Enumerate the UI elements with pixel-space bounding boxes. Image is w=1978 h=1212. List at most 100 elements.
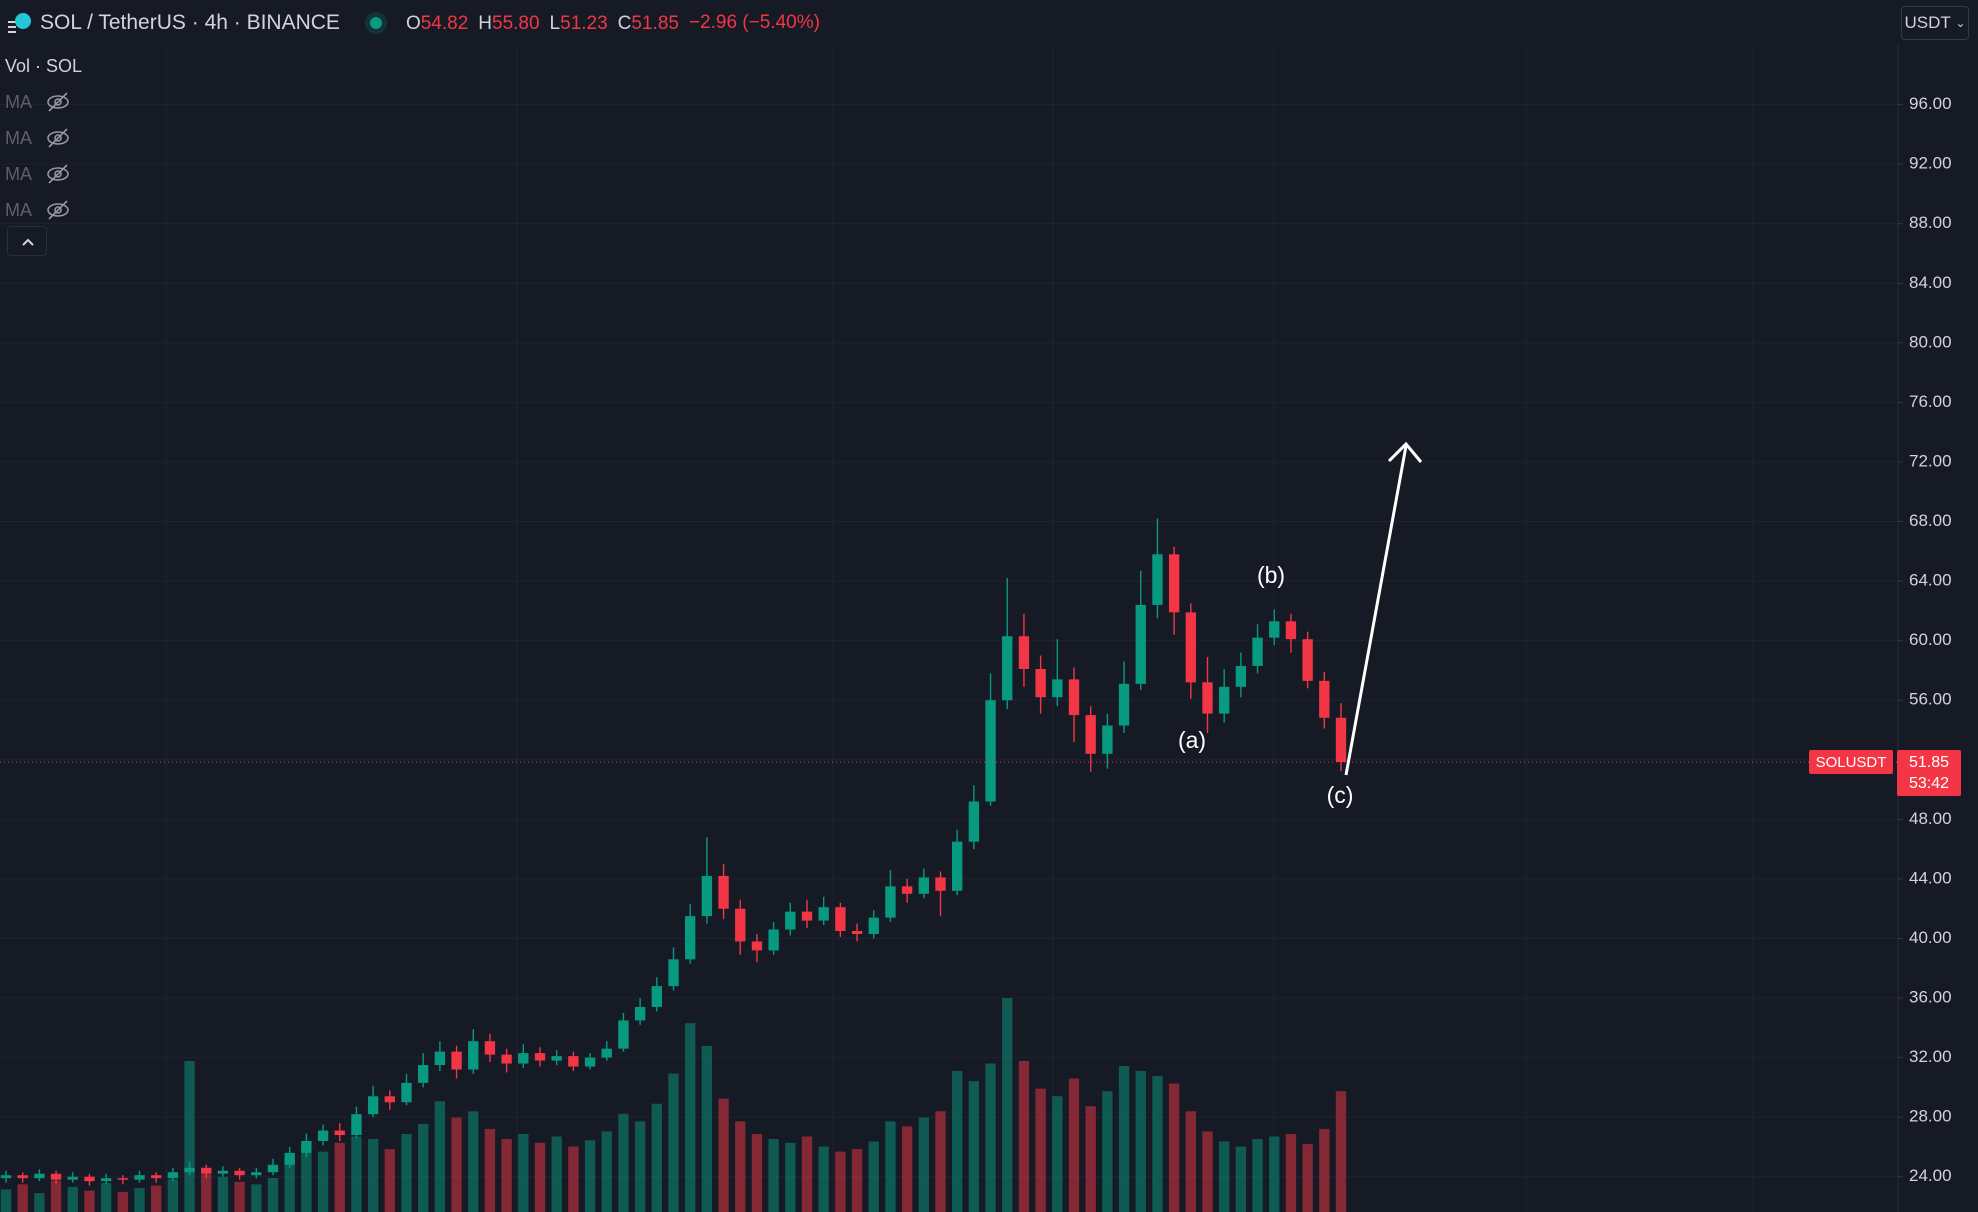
candle-body (1018, 636, 1030, 669)
volume-bar (267, 1178, 279, 1212)
wave-label: (b) (1257, 562, 1285, 588)
y-tick-label: 80.00 (1909, 332, 1952, 351)
candle-body (1135, 604, 1146, 684)
volume-legend: Vol · SOL (5, 48, 82, 84)
volume-bar (1085, 1106, 1096, 1212)
candle-body (151, 1175, 162, 1179)
candle-body (1118, 683, 1130, 726)
candle-body (1252, 637, 1263, 666)
candle-body (1068, 679, 1080, 716)
volume-bar (901, 1126, 913, 1212)
candle-body (234, 1170, 245, 1176)
volume-bar (0, 1189, 12, 1212)
visibility-toggle[interactable] (45, 91, 71, 113)
candle-body (201, 1167, 212, 1174)
y-tick-label: 56.00 (1909, 690, 1952, 709)
candle-body (67, 1176, 78, 1180)
volume-bar (134, 1188, 145, 1212)
candle-body (868, 917, 879, 934)
candle-body (1152, 554, 1163, 605)
candle-body (534, 1053, 546, 1061)
candle-body (1002, 636, 1013, 701)
ohlc: O54.82 H55.80 L51.23 C51.85 (406, 11, 689, 35)
volume-bar (735, 1121, 746, 1212)
volume-bar (868, 1141, 879, 1212)
volume-bar (568, 1146, 579, 1212)
candle-body (568, 1056, 579, 1067)
candle-body (985, 700, 996, 802)
symbol-title[interactable]: SOL / TetherUS · 4h · BINANCE (40, 11, 340, 34)
symbol-tag (1809, 750, 1893, 775)
volume-bar (801, 1136, 813, 1212)
candle-body (1035, 668, 1046, 698)
volume-bar (251, 1184, 262, 1212)
candle-body (685, 916, 696, 960)
candle-body (468, 1041, 479, 1070)
candle-body (1235, 665, 1247, 687)
volume-bar (201, 1174, 212, 1212)
volume-bar (985, 1063, 996, 1212)
volume-bar (551, 1136, 562, 1212)
volume-bar (651, 1103, 662, 1212)
ohlc-key: C (617, 13, 632, 34)
visibility-toggle[interactable] (45, 127, 71, 149)
candle-body (384, 1096, 395, 1103)
candle-body (901, 886, 913, 894)
volume-bar (84, 1190, 95, 1212)
volume-bar (401, 1133, 412, 1212)
candle-body (785, 911, 796, 930)
y-tick-label: 84.00 (1909, 273, 1952, 292)
volume-bar (334, 1142, 345, 1212)
candle-body (401, 1082, 412, 1103)
candle-body (751, 941, 763, 951)
candle-body (1319, 680, 1330, 718)
candle-body (968, 801, 980, 842)
collapse-button[interactable] (7, 226, 47, 256)
price-change: −2.96 (−5.40%) (688, 12, 820, 33)
volume-bar (468, 1111, 479, 1212)
volume-bar (601, 1131, 612, 1212)
candle-body (284, 1152, 295, 1165)
volume-bar (1152, 1076, 1163, 1212)
volume-bar (384, 1149, 395, 1212)
volume-bar (885, 1121, 896, 1212)
visibility-toggle[interactable] (45, 199, 71, 221)
wave-label: (a) (1178, 727, 1206, 753)
volume-bar (434, 1101, 446, 1212)
candle-body (451, 1051, 462, 1070)
candle-body (17, 1175, 28, 1179)
volume-bar (501, 1138, 512, 1212)
indicator-row: MA (5, 192, 82, 228)
volume-bar (1185, 1111, 1196, 1212)
arrow-head (1387, 441, 1423, 463)
y-tick-label: 64.00 (1909, 571, 1952, 590)
candle-body (1168, 554, 1180, 613)
candle-body (1335, 717, 1347, 763)
candle-body (1202, 682, 1213, 714)
countdown-label: 53:42 (1909, 775, 1949, 792)
indicator-label: MA (5, 127, 32, 148)
candle-body (0, 1175, 12, 1179)
volume-bar (952, 1071, 963, 1212)
candle-body (367, 1096, 379, 1115)
candle-body (184, 1167, 195, 1173)
currency-button[interactable]: USDT ⌄ (1901, 6, 1969, 40)
candle-body (501, 1054, 512, 1064)
volume-bar (718, 1098, 729, 1212)
volume-label: Vol · SOL (5, 55, 83, 76)
volume-bar (67, 1186, 78, 1212)
candle-body (301, 1140, 312, 1153)
volume-bar (117, 1191, 128, 1212)
volume-bar (701, 1045, 713, 1212)
symbol-tag-label: SOLUSDT (1816, 754, 1887, 771)
volume-bar (1252, 1138, 1263, 1212)
volume-bar (968, 1081, 980, 1212)
candle-body (1219, 686, 1230, 714)
ohlc-key: L (549, 13, 561, 34)
symbol-icon[interactable] (8, 11, 32, 35)
volume-bar (1202, 1131, 1213, 1212)
wave-label: (c) (1327, 782, 1354, 808)
visibility-toggle[interactable] (45, 163, 71, 185)
candle-body (835, 907, 846, 932)
candle-body (668, 959, 679, 987)
